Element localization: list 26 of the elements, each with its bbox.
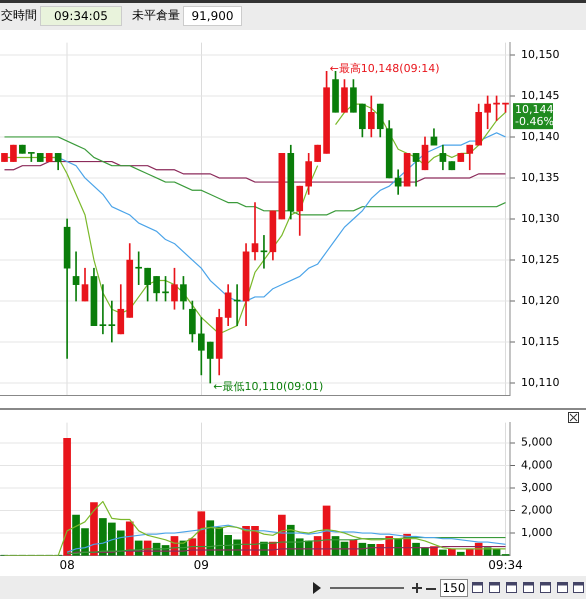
y-tick-label: 10,125 (521, 252, 560, 266)
text: 150 (440, 579, 468, 597)
y-tick-label: 10,140 (521, 130, 560, 143)
text: 91,900 (183, 6, 242, 26)
x-tick-label: 08 (59, 558, 75, 572)
text: 交時間 (0, 7, 38, 24)
x-tick-label: 09:34 (488, 558, 523, 572)
y-tick-label: 10,130 (521, 212, 560, 225)
y-tick-label: 10,145 (521, 88, 560, 102)
text: 未平倉量 (131, 7, 181, 24)
y-tick-label: 10,120 (521, 294, 560, 307)
y-tick-label: 10,115 (521, 334, 560, 348)
annotation: ←最高10,148(09:14) (330, 62, 440, 76)
y-tick-label: 4,000 (521, 458, 552, 472)
annotation: ←最低10,110(09:01) (213, 380, 324, 393)
text: -0.46% (515, 114, 554, 128)
y-tick-label: 3,000 (521, 480, 552, 494)
y-tick-label: 10,110 (521, 376, 560, 389)
y-tick-label: 1,000 (521, 526, 552, 539)
y-tick-label: 10,135 (521, 170, 560, 184)
y-tick-label: 5,000 (521, 436, 552, 449)
text: 09:34:05 (40, 6, 122, 26)
text: 10,144 (515, 102, 554, 116)
y-tick-label: 2,000 (521, 503, 552, 516)
y-tick-label: 10,150 (521, 48, 560, 61)
x-tick-label: 09 (194, 558, 209, 572)
